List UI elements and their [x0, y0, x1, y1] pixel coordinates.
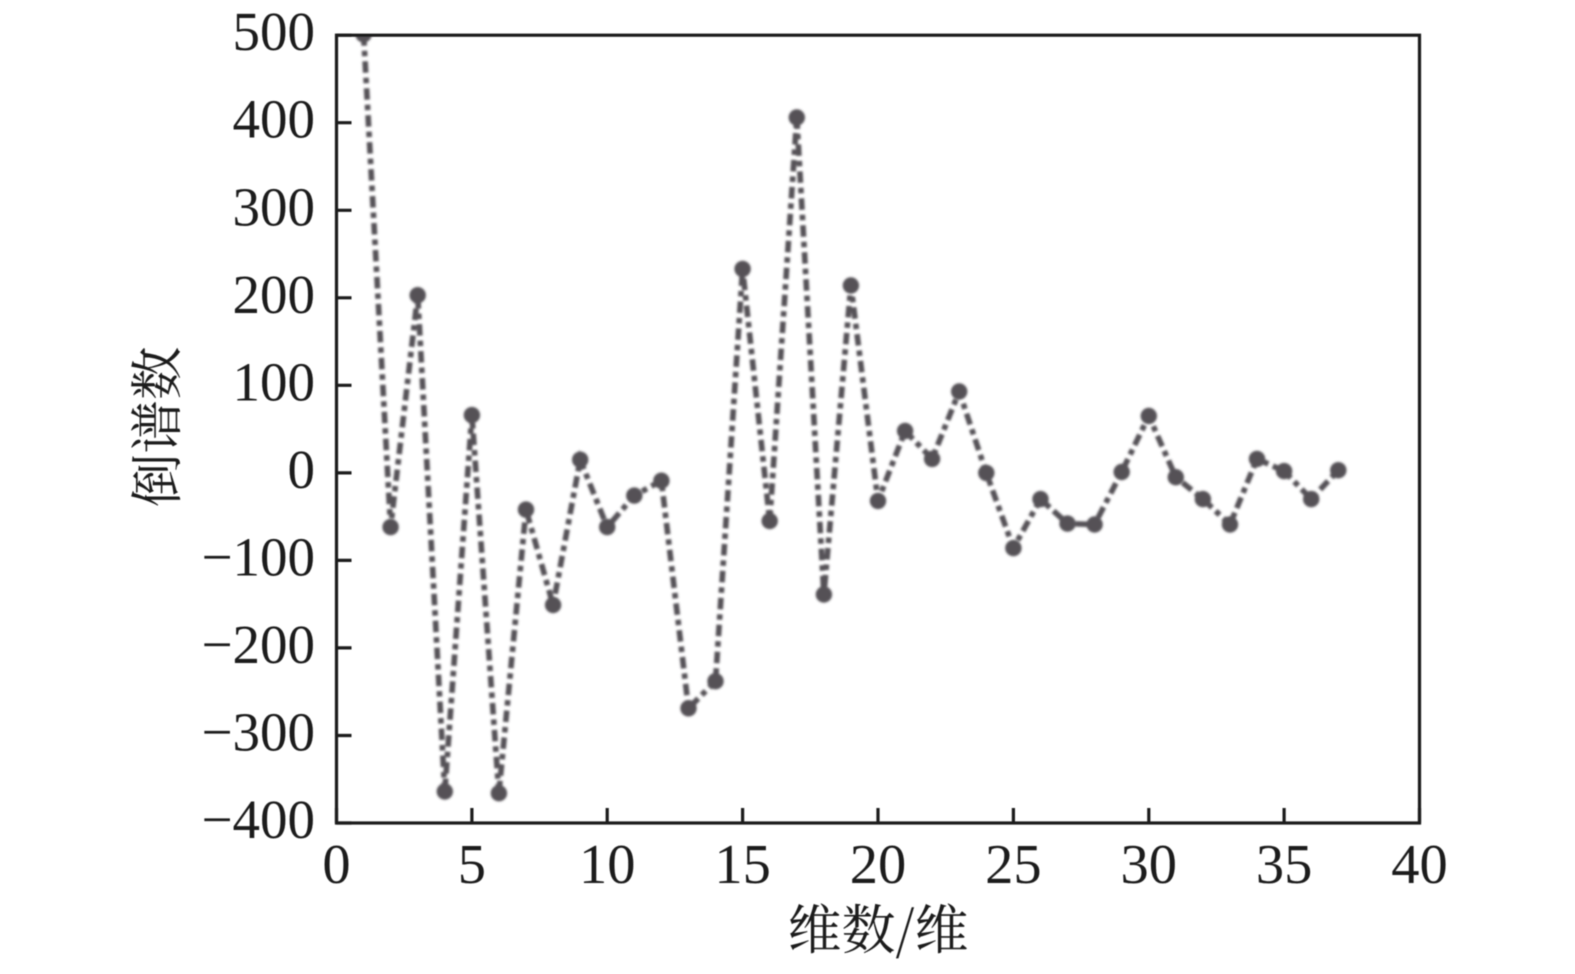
svg-text:10: 10 — [579, 834, 636, 896]
svg-text:200: 200 — [233, 264, 316, 325]
svg-text:30: 30 — [1121, 834, 1178, 896]
svg-text:40: 40 — [1391, 834, 1448, 896]
svg-text:0: 0 — [288, 439, 316, 500]
svg-text:−200: −200 — [201, 614, 315, 675]
svg-text:35: 35 — [1256, 834, 1313, 896]
svg-text:5: 5 — [458, 834, 486, 896]
svg-text:15: 15 — [714, 834, 771, 896]
svg-text:0: 0 — [322, 834, 350, 896]
svg-text:25: 25 — [985, 834, 1042, 896]
svg-text:500: 500 — [233, 1, 316, 62]
svg-text:−100: −100 — [201, 526, 315, 587]
svg-text:400: 400 — [233, 89, 316, 150]
svg-text:300: 300 — [233, 176, 316, 237]
svg-text:100: 100 — [233, 351, 316, 412]
svg-text:−300: −300 — [201, 702, 315, 763]
svg-text:−400: −400 — [201, 789, 315, 850]
svg-text:20: 20 — [850, 834, 907, 896]
